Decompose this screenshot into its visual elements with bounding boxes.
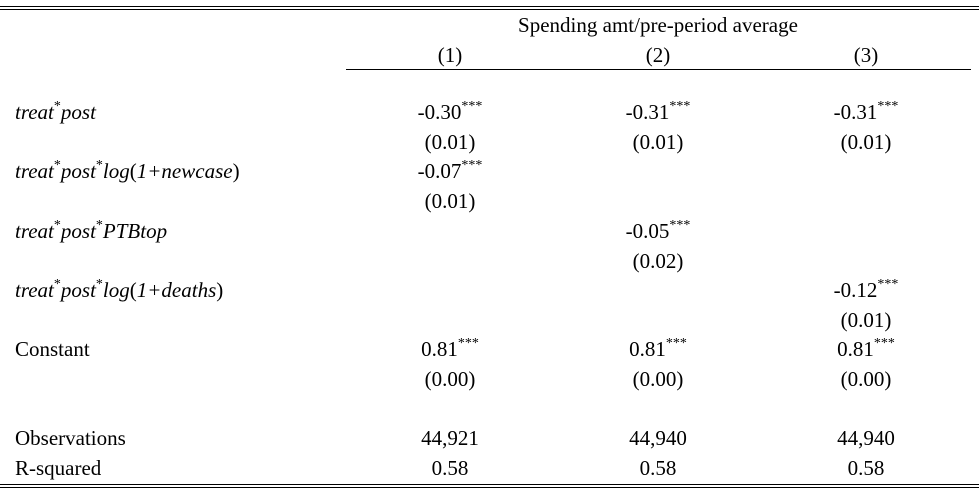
label-superscript: * [95, 277, 103, 292]
standard-error-cell: (0.01) [632, 130, 684, 154]
significance-stars: *** [461, 158, 483, 173]
significance-stars: *** [669, 99, 691, 114]
stat-value: 0.58 [847, 456, 885, 480]
row-label: Constant [15, 339, 90, 360]
significance-stars: *** [461, 99, 483, 114]
label-part: Constant [15, 337, 90, 361]
row-label: treat*post*PTBtop [15, 218, 168, 243]
column-header-2: (2) [645, 43, 671, 67]
standard-error-cell: (0.01) [840, 308, 892, 332]
label-superscript: * [53, 218, 61, 233]
stat-value: 44,940 [837, 426, 895, 450]
coefficient-cell: -0.31*** [556, 99, 760, 124]
coefficient-value: -0.31 [625, 100, 670, 124]
label-part: post [60, 159, 96, 183]
standard-error-cell: (0.01) [424, 130, 476, 154]
bottom-rule-2 [0, 487, 979, 488]
significance-stars: *** [877, 277, 899, 292]
coefficient-value: -0.07 [417, 159, 462, 183]
top-rule-2 [0, 9, 979, 10]
label-part: 1+deaths [136, 278, 217, 302]
label-superscript: * [53, 99, 61, 114]
coefficient-cell: 0.81*** [348, 336, 552, 361]
label-part: post [60, 278, 96, 302]
significance-stars: *** [457, 336, 479, 351]
coefficient-value: 0.81 [837, 337, 874, 361]
stat-value: 0.58 [431, 456, 469, 480]
standard-error-cell: (0.00) [424, 367, 476, 391]
standard-error-cell: (0.02) [632, 249, 684, 273]
label-part: ( [129, 159, 137, 183]
row-label: treat*post*log(1+deaths) [15, 277, 224, 302]
significance-stars: *** [877, 99, 899, 114]
significance-stars: *** [669, 218, 691, 233]
coefficient-cell: -0.07*** [348, 158, 552, 183]
row-label: treat*post*log(1+newcase) [15, 158, 240, 183]
coefficient-value: -0.05 [625, 219, 670, 243]
coefficient-cell: -0.05*** [556, 218, 760, 243]
column-header-1: (1) [437, 43, 463, 67]
label-part: treat [15, 219, 54, 243]
significance-stars: *** [665, 336, 687, 351]
label-superscript: * [53, 277, 61, 292]
stat-value: 0.58 [639, 456, 677, 480]
stat-label: R-squared [15, 456, 102, 480]
bottom-rule-1 [0, 484, 979, 485]
coefficient-value: -0.31 [833, 100, 878, 124]
header-underline [346, 69, 971, 70]
label-superscript: * [95, 158, 103, 173]
stat-value: 44,921 [421, 426, 479, 450]
stat-value: 44,940 [629, 426, 687, 450]
column-header-3: (3) [853, 43, 879, 67]
standard-error-cell: (0.00) [840, 367, 892, 391]
top-rule-1 [0, 6, 979, 7]
label-part: log [102, 159, 130, 183]
standard-error-cell: (0.01) [424, 189, 476, 213]
label-part: post [60, 100, 96, 124]
label-part: treat [15, 159, 54, 183]
coefficient-cell: 0.81*** [764, 336, 968, 361]
significance-stars: *** [873, 336, 895, 351]
label-part: 1+newcase [136, 159, 233, 183]
coefficient-value: -0.12 [833, 278, 878, 302]
label-part: treat [15, 100, 54, 124]
label-part: log [102, 278, 130, 302]
coefficient-cell: -0.30*** [348, 99, 552, 124]
label-part: ) [216, 278, 224, 302]
coefficient-value: -0.30 [417, 100, 462, 124]
standard-error-cell: (0.01) [840, 130, 892, 154]
coefficient-cell: -0.12*** [764, 277, 968, 302]
coefficient-value: 0.81 [421, 337, 458, 361]
label-part: post [60, 219, 96, 243]
standard-error-cell: (0.00) [632, 367, 684, 391]
coefficient-cell: 0.81*** [556, 336, 760, 361]
label-part: ) [232, 159, 240, 183]
label-part: treat [15, 278, 54, 302]
label-superscript: * [95, 218, 103, 233]
column-group-header: Spending amt/pre-period average [518, 13, 798, 37]
label-superscript: * [53, 158, 61, 173]
label-part: PTBtop [102, 219, 168, 243]
stat-label: Observations [15, 426, 126, 450]
row-label: treat*post [15, 99, 96, 124]
coefficient-cell: -0.31*** [764, 99, 968, 124]
label-part: ( [129, 278, 137, 302]
coefficient-value: 0.81 [629, 337, 666, 361]
